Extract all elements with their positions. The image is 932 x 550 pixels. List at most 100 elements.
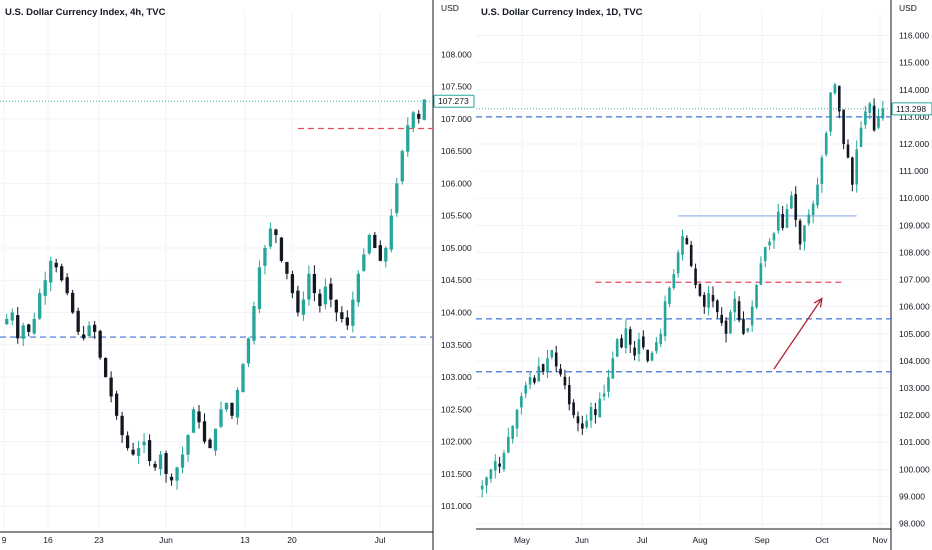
candle-body (772, 233, 776, 241)
candle-body (213, 428, 218, 451)
candle-body (511, 425, 514, 439)
candle-body (785, 209, 789, 228)
candle-body (422, 99, 426, 120)
y-tick-label: 107.500 (441, 82, 472, 92)
last-price-tag (891, 102, 932, 116)
candle-body (49, 260, 53, 283)
candle-body (180, 454, 185, 468)
y-tick-label: 103.000 (899, 383, 930, 393)
candle-body (219, 409, 223, 427)
candle-body (290, 274, 295, 294)
candle-body (5, 318, 9, 325)
candle-body (816, 184, 819, 206)
candle-body (833, 84, 837, 94)
candle-body (572, 402, 575, 416)
candle-body (650, 352, 654, 361)
candle-body (202, 421, 207, 442)
candle-body (60, 266, 64, 281)
candle-body (147, 440, 152, 461)
y-tick-label: 104.500 (441, 275, 472, 285)
y-tick-label: 105.000 (899, 329, 930, 339)
candle-body (567, 385, 571, 405)
candle-body (729, 312, 732, 334)
candle-body (400, 151, 404, 182)
y-tick-label: 101.500 (441, 469, 472, 479)
y-tick-label: 106.000 (441, 178, 472, 188)
x-tick-label: 13 (240, 535, 250, 545)
candle-body (312, 274, 317, 294)
candle-body (32, 318, 36, 334)
candle-body (528, 377, 532, 385)
candle-body (92, 324, 97, 332)
x-tick-label: Nov (872, 535, 888, 545)
candle-body (109, 377, 113, 397)
candle-body (681, 236, 684, 255)
x-tick-label: Oct (815, 535, 829, 545)
chart-title-4h: U.S. Dollar Currency Index, 4h, TVC (5, 7, 166, 18)
y-tick-label: 108.000 (899, 247, 930, 257)
candle-body (406, 125, 410, 152)
candle-body (642, 336, 645, 348)
candle-body (329, 283, 333, 300)
chart-pane-1d[interactable]: 98.000 99.000 100.000 101.000 102.000 103.000… (476, 0, 932, 550)
candle-body (655, 341, 658, 352)
candle-body (759, 263, 763, 285)
candle-body (334, 299, 339, 313)
candle-body (373, 234, 377, 248)
y-tick-label: 116.000 (899, 31, 929, 41)
candle-body (750, 306, 754, 326)
chart-pane-4h[interactable]: 101.000 101.500 102.000 102.500 103.000 103.5… (0, 0, 475, 550)
candle-body (224, 402, 229, 410)
candle-body (318, 293, 322, 307)
candle-body (602, 393, 606, 397)
candle-body (842, 109, 845, 145)
candle-body (158, 454, 163, 470)
y-tick-label: 104.000 (899, 356, 930, 366)
y-tick-label: 103.000 (441, 372, 472, 382)
candle-body (611, 358, 615, 379)
candle-body (777, 211, 780, 231)
candle-body (136, 448, 141, 456)
candle-body (125, 435, 130, 449)
candle-body (624, 328, 628, 349)
candle-body (737, 301, 741, 321)
candle-body (378, 245, 382, 261)
candle-body (864, 111, 867, 125)
candle-body (689, 244, 693, 267)
y-tick-label: 105.500 (441, 211, 472, 221)
y-tick-label: 106.500 (441, 146, 472, 156)
y-tick-label: 105.000 (441, 243, 472, 253)
candle-body (175, 467, 179, 481)
candle-body (82, 334, 86, 339)
candle-body (515, 409, 519, 429)
candle-body (607, 377, 610, 392)
candle-body (498, 463, 501, 467)
candle-body (340, 312, 344, 319)
candle-body (598, 398, 602, 418)
x-tick-label: 9 (2, 535, 7, 545)
candle-body (702, 294, 706, 307)
y-tick-label: 106.000 (899, 302, 930, 312)
y-tick-label: 109.000 (899, 220, 930, 230)
candle-body (323, 286, 328, 305)
y-tick-label: 107.000 (441, 114, 472, 124)
candle-body (663, 301, 667, 337)
candle-body (755, 284, 758, 308)
x-tick-label: Aug (692, 535, 707, 545)
candle-body (186, 435, 190, 455)
candle-body (301, 299, 306, 315)
candle-body (241, 364, 245, 393)
candle-body (480, 485, 484, 490)
y-tick-label: 101.000 (899, 437, 930, 447)
candle-body (668, 287, 671, 304)
candle-body (268, 228, 273, 247)
candle-body (742, 318, 745, 334)
y-tick-label: 110.000 (899, 193, 929, 203)
candle-body (620, 338, 623, 348)
candle-body (307, 273, 311, 300)
y-tick-label: 102.500 (441, 404, 472, 414)
y-tick-label: 98.000 (899, 519, 925, 529)
candle-body (208, 439, 212, 449)
candle-body (694, 268, 697, 285)
candle-body (351, 299, 355, 326)
